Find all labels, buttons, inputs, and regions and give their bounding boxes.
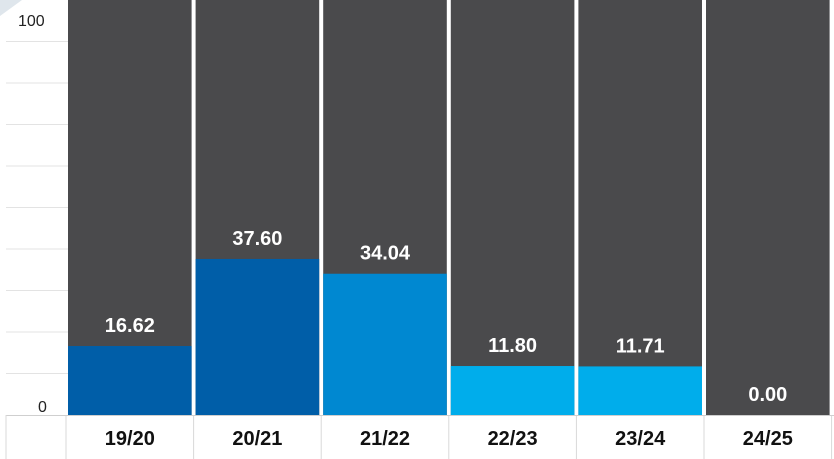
column-background	[706, 0, 830, 415]
bar-20-21	[195, 258, 320, 415]
value-label: 0.00	[748, 384, 787, 406]
category-label: 21/22	[360, 428, 410, 450]
value-label: 11.80	[488, 335, 537, 357]
value-label: 11.71	[616, 335, 665, 357]
category-label: 20/21	[232, 428, 282, 450]
category-label: 19/20	[105, 428, 155, 450]
category-label: 22/23	[488, 428, 538, 450]
y-tick-label: 0	[38, 399, 47, 416]
value-labels: 16.62 37.60 34.04 11.80 11.71 0.00	[105, 228, 787, 406]
y-tick-label: 100	[18, 13, 45, 30]
category-labels: 19/20 20/21 21/22 22/23 23/24 24/25	[105, 428, 793, 450]
bar-23-24	[578, 366, 702, 415]
column-background	[68, 0, 192, 415]
category-label: 24/25	[743, 428, 793, 450]
column-background	[450, 0, 575, 415]
bars	[68, 258, 702, 415]
value-label: 37.60	[232, 228, 282, 250]
corner-shape	[0, 0, 22, 16]
bar-19-20	[68, 346, 192, 415]
column-backgrounds	[68, 0, 830, 415]
y-axis-tick-labels: 100 0	[18, 13, 47, 416]
value-label: 16.62	[105, 315, 155, 337]
bar-21-22	[323, 273, 447, 415]
category-label: 23/24	[615, 428, 666, 450]
bar-22-23	[450, 366, 575, 415]
column-background	[578, 0, 702, 415]
value-label: 34.04	[360, 243, 411, 265]
grid-lines	[0, 0, 68, 374]
axis-lines	[5, 415, 834, 459]
